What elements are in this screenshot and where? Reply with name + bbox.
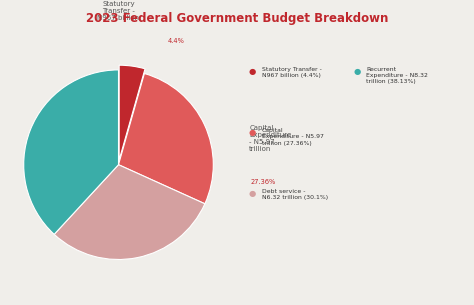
Text: ●: ● — [249, 189, 256, 198]
Text: Statutory Transfer -
N967 billion (4.4%): Statutory Transfer - N967 billion (4.4%) — [262, 67, 322, 78]
Text: ●: ● — [353, 67, 360, 76]
Text: Recurrent
Expenditure - N8.32
trillion (38.13%): Recurrent Expenditure - N8.32 trillion (… — [366, 67, 428, 84]
Text: 27.36%: 27.36% — [250, 179, 275, 185]
Text: Capital
Expenditure
- N5.97
trillion: Capital Expenditure - N5.97 trillion — [249, 125, 292, 152]
Text: 4.4%: 4.4% — [168, 38, 185, 44]
Text: Statutory
Transfer -
N967 billion: Statutory Transfer - N967 billion — [98, 1, 139, 21]
Text: ●: ● — [249, 128, 256, 137]
Text: 2023 Federal Government Budget Breakdown: 2023 Federal Government Budget Breakdown — [86, 12, 388, 25]
Wedge shape — [54, 165, 205, 260]
Text: Capital
Expenditure - N5.97
trillion (27.36%): Capital Expenditure - N5.97 trillion (27… — [262, 128, 324, 145]
Wedge shape — [24, 70, 119, 234]
Wedge shape — [119, 65, 145, 160]
Text: Debt service -
N6.32 trillion (30.1%): Debt service - N6.32 trillion (30.1%) — [262, 189, 328, 200]
Text: ●: ● — [249, 67, 256, 76]
Wedge shape — [118, 74, 213, 204]
